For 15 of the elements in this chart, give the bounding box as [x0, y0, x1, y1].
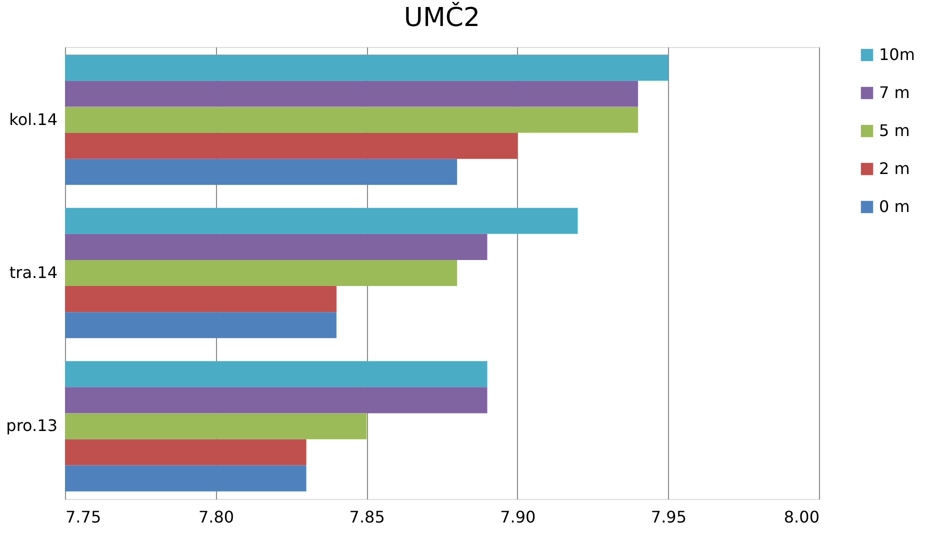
- x-tick-label: 7.90: [500, 508, 536, 526]
- legend-label: 2 m: [879, 159, 910, 178]
- y-tick-label: kol.14: [9, 110, 58, 129]
- y-tick-label: pro.13: [6, 416, 58, 436]
- y-tick-label: tra.14: [9, 263, 58, 282]
- x-tick-label: 7.85: [349, 508, 385, 526]
- legend-label: 0 m: [879, 197, 910, 216]
- legend-label: 10m: [879, 45, 915, 64]
- legend-label: 7 m: [879, 83, 910, 102]
- x-tick-label: 7.80: [198, 508, 234, 526]
- x-tick-label: 8.00: [784, 508, 820, 526]
- x-tick-label: 7.95: [650, 508, 687, 526]
- x-tick-label: 7.75: [66, 508, 102, 526]
- chart-title: UMČ2: [404, 1, 480, 33]
- legend-label: 5 m: [879, 121, 910, 140]
